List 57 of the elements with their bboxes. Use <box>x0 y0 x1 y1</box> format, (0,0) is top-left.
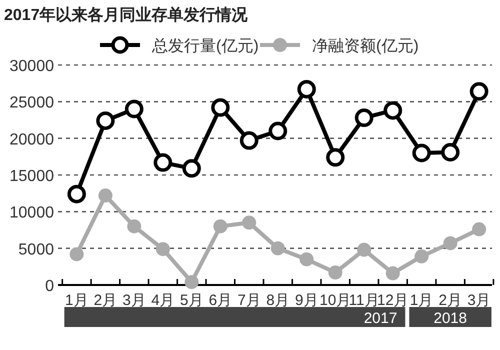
point <box>70 247 84 262</box>
point <box>96 111 115 130</box>
point <box>470 82 488 101</box>
legend-label: 净融资额(亿元) <box>312 37 419 55</box>
point <box>98 188 112 203</box>
point <box>300 252 314 266</box>
x-tick-label: 2月 <box>94 292 118 309</box>
point <box>268 122 288 140</box>
x-tick-label: 5月 <box>180 292 204 309</box>
point <box>124 100 144 118</box>
point <box>67 184 86 204</box>
x-tick-label: 2月 <box>438 292 462 309</box>
point <box>154 153 172 172</box>
point <box>326 148 345 167</box>
x-tick-label: 7月 <box>237 292 261 309</box>
x-tick-label: 3月 <box>122 292 146 309</box>
point <box>240 131 258 150</box>
x-tick-label: 10月 <box>320 292 352 309</box>
point <box>127 219 142 234</box>
point <box>384 101 402 120</box>
x-tick-label: 1月 <box>410 292 434 309</box>
point <box>156 242 170 256</box>
chart-title: 2017年以来各月同业存单发行情况 <box>4 6 249 24</box>
point <box>386 266 400 280</box>
point <box>443 236 458 250</box>
x-tick-label: 3月 <box>467 292 491 309</box>
point <box>297 80 316 98</box>
text: 2017 <box>364 310 398 327</box>
point <box>211 98 230 117</box>
x-tick-label: 11月 <box>348 292 380 309</box>
y-tick-label: 15000 <box>10 168 54 185</box>
text: 2018 <box>434 310 468 327</box>
x-tick-label: 12月 <box>376 292 409 309</box>
x-tick-label: 4月 <box>151 292 175 309</box>
point <box>441 143 460 162</box>
y-tick-label: 25000 <box>10 94 54 112</box>
x-tick-label: 6月 <box>208 292 232 309</box>
point <box>357 242 372 257</box>
x-tick-label: 9月 <box>294 292 318 309</box>
x-tick-label: 8月 <box>266 292 290 309</box>
point <box>242 216 256 230</box>
legend-label: 总发行量(亿元) <box>151 37 259 55</box>
point <box>328 266 342 280</box>
y-tick-label: 30000 <box>10 58 54 75</box>
x-tick-label: 1月 <box>65 292 88 309</box>
y-tick-label: 5000 <box>18 241 54 258</box>
y-tick-label: 10000 <box>10 204 54 222</box>
point <box>270 241 285 256</box>
y-tick-label: 20000 <box>10 131 54 148</box>
point <box>414 249 429 264</box>
point <box>472 222 486 236</box>
point <box>184 275 199 290</box>
point <box>412 144 431 162</box>
point <box>182 159 201 178</box>
point <box>213 219 228 234</box>
y-tick-label: 0 <box>45 278 54 295</box>
point <box>354 108 374 128</box>
